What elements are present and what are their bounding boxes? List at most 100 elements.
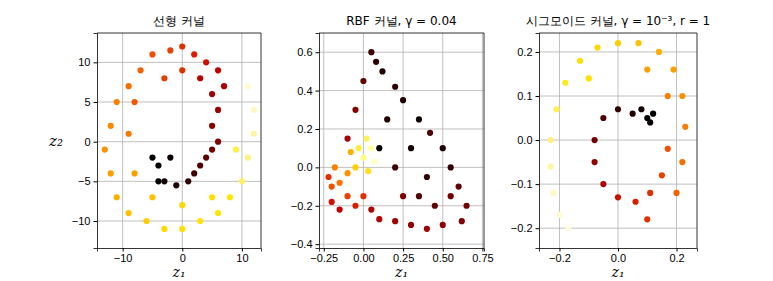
tick: 0.2 bbox=[669, 248, 684, 264]
grid-line bbox=[442, 33, 443, 248]
point bbox=[215, 139, 221, 145]
tick-mark bbox=[363, 248, 364, 252]
grid bbox=[97, 33, 261, 248]
point bbox=[630, 111, 636, 117]
point bbox=[126, 83, 132, 89]
point bbox=[440, 145, 446, 151]
point bbox=[551, 190, 557, 196]
point bbox=[647, 190, 653, 196]
tick-label: 10 bbox=[236, 252, 248, 264]
point bbox=[215, 210, 221, 216]
point bbox=[392, 164, 398, 170]
point bbox=[215, 67, 221, 73]
point bbox=[173, 182, 179, 188]
grid-line bbox=[241, 33, 242, 248]
tick-label: 10 bbox=[78, 56, 90, 68]
point bbox=[149, 51, 155, 57]
point bbox=[332, 164, 338, 170]
point bbox=[245, 154, 251, 160]
tick-mark bbox=[443, 248, 444, 252]
grid-line bbox=[676, 33, 677, 248]
y-axis-title: z₂ bbox=[48, 132, 63, 150]
tick: 0.25 bbox=[393, 248, 414, 264]
point bbox=[592, 137, 598, 143]
grid-line bbox=[97, 141, 261, 142]
grid-line bbox=[319, 128, 484, 129]
axis-line bbox=[320, 249, 485, 252]
tick-label: 0 bbox=[180, 252, 186, 264]
grid-line bbox=[97, 221, 261, 222]
point bbox=[108, 123, 114, 129]
panel: −0.20.00.2−0.2−0.10.00.10.2시그모이드 커널, γ =… bbox=[511, 14, 710, 280]
tick-mark bbox=[482, 248, 483, 252]
tick-mark bbox=[536, 140, 540, 141]
tick-mark bbox=[94, 142, 98, 143]
y-axis: −10−50510 bbox=[72, 34, 98, 249]
point bbox=[600, 115, 606, 121]
point bbox=[565, 225, 571, 231]
point bbox=[679, 93, 685, 99]
tick-mark bbox=[536, 96, 540, 97]
point bbox=[376, 216, 382, 222]
grid-line bbox=[319, 244, 484, 245]
frame bbox=[261, 33, 262, 248]
point bbox=[161, 226, 167, 232]
point bbox=[644, 216, 650, 222]
point bbox=[456, 183, 462, 189]
point bbox=[179, 226, 185, 232]
point bbox=[656, 49, 662, 55]
axis-line bbox=[94, 34, 98, 249]
grid-line bbox=[539, 96, 697, 97]
point bbox=[600, 181, 606, 187]
point bbox=[209, 147, 215, 153]
point bbox=[209, 91, 215, 97]
tick-mark bbox=[316, 91, 320, 92]
grid bbox=[539, 33, 697, 248]
tick-label: 0.2 bbox=[517, 46, 532, 58]
tick: 0.1 bbox=[517, 90, 539, 102]
tick-mark bbox=[94, 62, 98, 63]
tick-mark bbox=[536, 228, 540, 229]
point bbox=[161, 178, 167, 184]
tick-mark bbox=[94, 181, 98, 182]
point bbox=[647, 119, 653, 125]
point bbox=[137, 67, 143, 73]
point bbox=[679, 159, 685, 165]
tick-label: −0.1 bbox=[511, 178, 533, 190]
point bbox=[459, 218, 465, 224]
title: 선형 커널 bbox=[153, 14, 205, 28]
point bbox=[368, 49, 374, 55]
tick: −5 bbox=[78, 175, 97, 187]
point bbox=[424, 226, 430, 232]
point bbox=[408, 222, 414, 228]
tick-label: −5 bbox=[78, 175, 91, 187]
tick: 10 bbox=[78, 56, 97, 68]
point bbox=[191, 51, 197, 57]
panel: −10010−10−50510선형 커널z₁z₂ bbox=[48, 14, 261, 280]
point bbox=[400, 193, 406, 199]
point bbox=[126, 131, 132, 137]
grid-line bbox=[319, 52, 484, 53]
point bbox=[155, 178, 161, 184]
grid-line bbox=[539, 140, 697, 141]
tick-mark bbox=[536, 52, 540, 53]
point bbox=[673, 190, 679, 196]
point bbox=[329, 183, 335, 189]
grid-line bbox=[539, 184, 697, 185]
point bbox=[376, 145, 382, 151]
point bbox=[379, 68, 385, 74]
tick-mark bbox=[316, 129, 320, 130]
point bbox=[167, 154, 173, 160]
tick-mark bbox=[94, 102, 98, 103]
points bbox=[325, 49, 469, 232]
grid-line bbox=[403, 33, 404, 248]
frame bbox=[539, 33, 697, 34]
point bbox=[239, 178, 245, 184]
plot-area bbox=[539, 33, 697, 248]
point bbox=[126, 210, 132, 216]
y-axis: −0.4−0.20.00.20.40.6 bbox=[291, 34, 320, 251]
point bbox=[233, 147, 239, 153]
point bbox=[209, 123, 215, 129]
point bbox=[185, 178, 191, 184]
point bbox=[360, 155, 366, 161]
